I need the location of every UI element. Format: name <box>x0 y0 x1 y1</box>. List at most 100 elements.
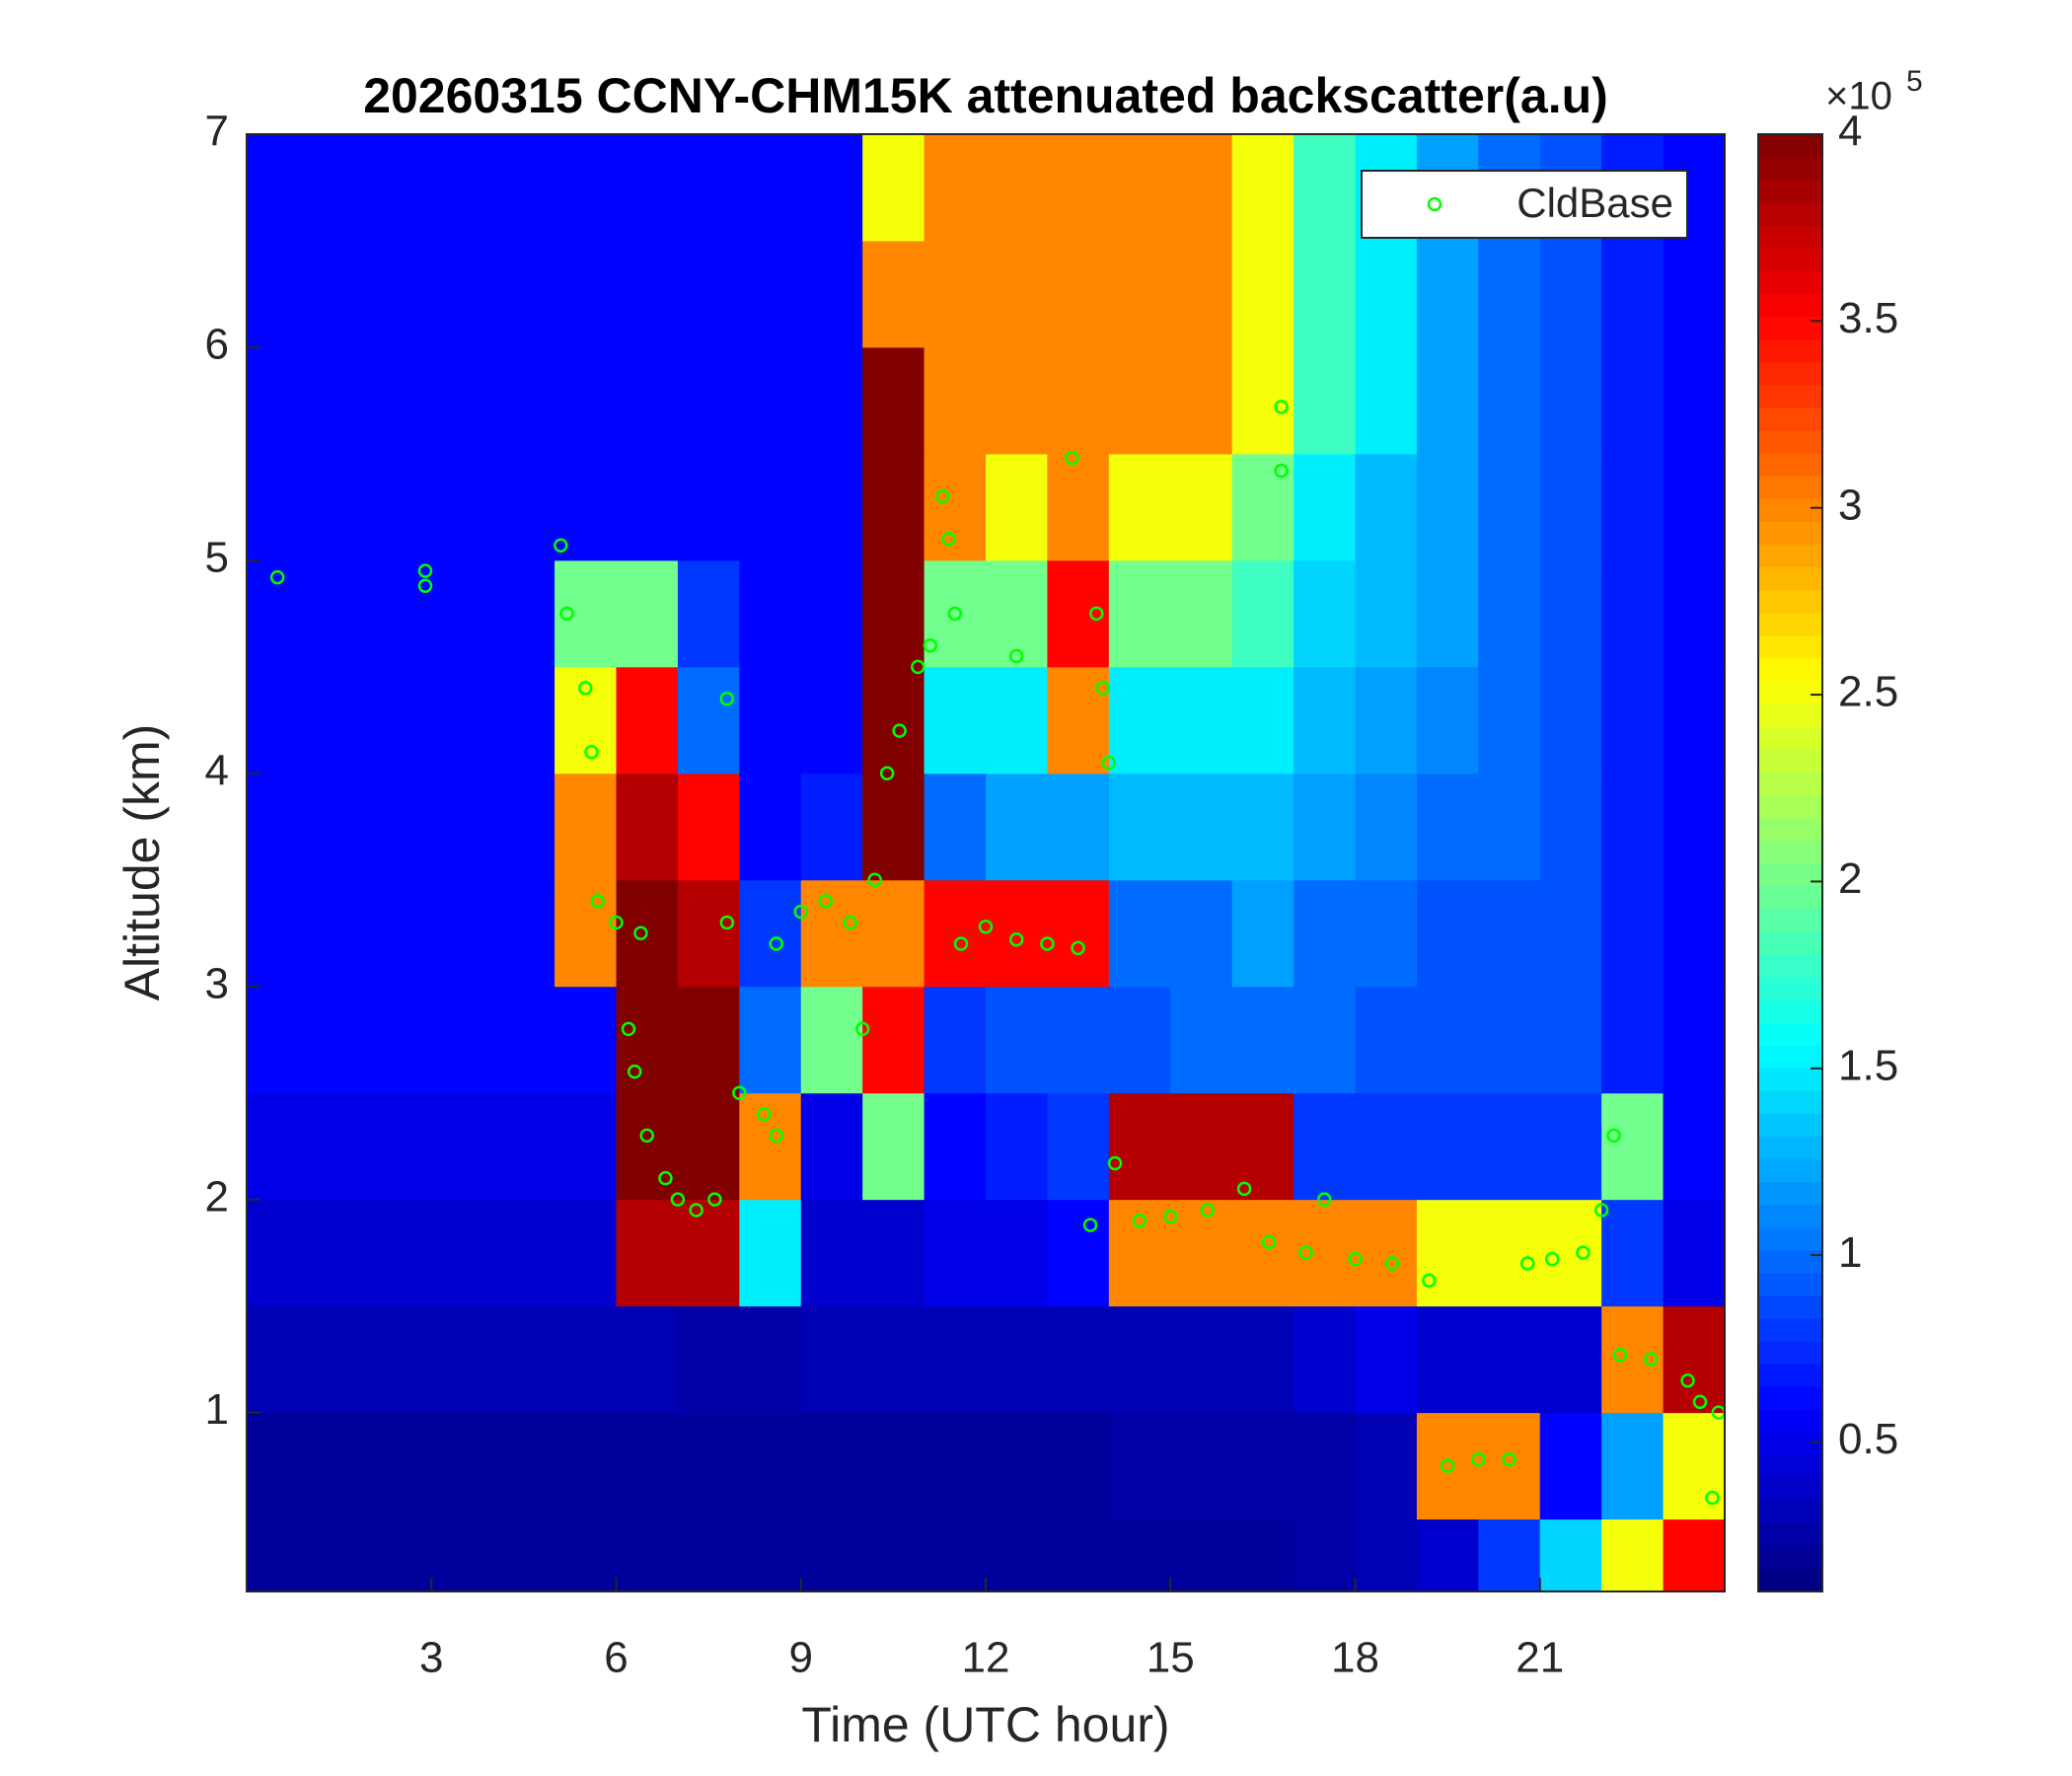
heatmap-cell <box>1231 1412 1295 1520</box>
heatmap-cell <box>308 453 371 561</box>
colorbar-step <box>1758 1364 1822 1387</box>
heatmap-cell <box>800 134 863 242</box>
heatmap-cell <box>862 559 925 668</box>
cloud-base-marker <box>854 1021 870 1037</box>
colorbar-step <box>1758 976 1822 1000</box>
heatmap-cell <box>369 879 432 988</box>
heatmap-cell <box>431 666 494 775</box>
heatmap-cell <box>555 1412 617 1520</box>
colorbar-step <box>1758 361 1822 386</box>
heatmap-cell <box>1355 559 1418 668</box>
heatmap-cell <box>616 986 679 1094</box>
heatmap-cell <box>1601 1518 1665 1591</box>
heatmap-cell <box>1108 666 1171 775</box>
colorbar-step <box>1758 1158 1822 1183</box>
heatmap-cell <box>924 773 987 881</box>
colorbar-step <box>1758 1113 1822 1137</box>
heatmap-cell <box>1539 666 1602 775</box>
heatmap-cell <box>247 666 309 775</box>
heatmap-cell <box>1355 1305 1418 1414</box>
heatmap-cell <box>677 453 740 561</box>
heatmap-cell <box>431 773 494 881</box>
heatmap-cell <box>1601 559 1665 668</box>
cloud-base-marker <box>793 904 808 920</box>
heatmap-cell <box>555 1199 617 1307</box>
colorbar-step <box>1758 930 1822 955</box>
heatmap-cell <box>1539 1518 1602 1591</box>
colorbar-step <box>1758 1409 1822 1433</box>
heatmap-cell <box>1663 1412 1725 1520</box>
colorbar-step <box>1758 157 1822 181</box>
heatmap-cell <box>739 986 802 1094</box>
y-tick-label: 1 <box>205 1385 229 1434</box>
cloud-base-marker <box>609 915 624 930</box>
heatmap-cell <box>1663 773 1725 881</box>
cloud-base-marker <box>1471 1451 1486 1467</box>
colorbar-frame <box>1757 133 1823 1592</box>
heatmap-cell <box>1170 1092 1233 1201</box>
cloud-base-marker <box>1071 940 1085 956</box>
heatmap-cell <box>1478 1305 1541 1414</box>
heatmap-cell <box>1601 986 1665 1094</box>
heatmap-cell <box>1601 879 1665 988</box>
heatmap-cell <box>492 1092 555 1201</box>
heatmap-cell <box>1416 1305 1479 1414</box>
heatmap-cell <box>986 453 1048 561</box>
heatmap-cell <box>1355 879 1418 988</box>
heatmap-cell <box>555 346 617 455</box>
heatmap-cell <box>1047 453 1110 561</box>
heatmap-cell <box>1047 1092 1110 1201</box>
heatmap-cell <box>1416 879 1479 988</box>
heatmap-cell <box>616 1412 679 1520</box>
heatmap-cell <box>247 1092 309 1201</box>
heatmap-cell <box>1108 773 1171 881</box>
colorbar-tick-label: 3.5 <box>1838 294 1898 342</box>
heatmap-cell <box>1047 1412 1110 1520</box>
colorbar-step <box>1758 1341 1822 1365</box>
colorbar-tick-label: 0.5 <box>1838 1415 1898 1463</box>
heatmap-cell <box>247 773 309 881</box>
cloud-base-marker <box>417 578 433 594</box>
heatmap-cell <box>862 666 925 775</box>
heatmap-cell <box>1416 1412 1479 1520</box>
colorbar-step <box>1758 1226 1822 1251</box>
heatmap-cell <box>616 134 679 242</box>
y-tick-label: 4 <box>205 746 229 794</box>
cloud-base-marker <box>1544 1251 1560 1267</box>
heatmap-cell <box>308 1199 371 1307</box>
heatmap-cell <box>431 1305 494 1414</box>
colorbar-step <box>1758 134 1822 158</box>
heatmap-cell <box>1355 1518 1418 1591</box>
heatmap-cell <box>1663 559 1725 668</box>
heatmap-cell <box>247 879 309 988</box>
heatmap-cell <box>555 1518 617 1591</box>
heatmap-cell <box>431 240 494 348</box>
heatmap-cell <box>1170 879 1233 988</box>
cloud-base-marker <box>1163 1209 1178 1224</box>
heatmap-cell <box>739 1199 802 1307</box>
heatmap-cell <box>1539 986 1602 1094</box>
heatmap-cell <box>1047 1199 1110 1307</box>
colorbar-step <box>1758 1545 1822 1570</box>
heatmap-cell <box>800 1518 863 1591</box>
heatmap-cell <box>1170 666 1233 775</box>
cloud-base-marker <box>1261 1234 1277 1250</box>
heatmap <box>247 134 1725 1591</box>
cloud-base-marker <box>1422 1273 1437 1288</box>
heatmap-cell <box>1663 240 1725 348</box>
colorbar-step <box>1758 953 1822 978</box>
heatmap-cell <box>1478 240 1541 348</box>
cloud-base-marker <box>1274 400 1289 414</box>
heatmap-cell <box>616 240 679 348</box>
heatmap-cell <box>1601 773 1665 881</box>
heatmap-cell <box>1294 879 1356 988</box>
heatmap-cell <box>369 773 432 881</box>
heatmap-cell <box>1108 453 1171 561</box>
heatmap-cell <box>616 453 679 561</box>
colorbar-step <box>1758 772 1822 795</box>
heatmap-cell <box>924 346 987 455</box>
colorbar-step <box>1758 1477 1822 1502</box>
heatmap-cell <box>924 240 987 348</box>
heatmap-cell <box>677 240 740 348</box>
heatmap-cell <box>1478 879 1541 988</box>
